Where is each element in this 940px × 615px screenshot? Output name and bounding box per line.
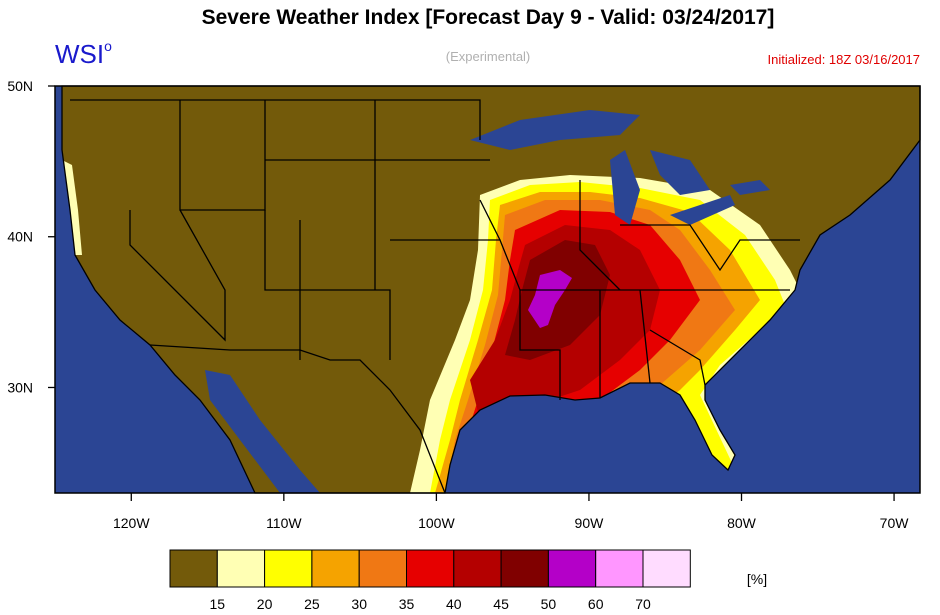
subtitle: (Experimental): [446, 49, 531, 64]
x-tick-label: 70W: [880, 515, 910, 531]
y-tick-label: 30N: [7, 379, 33, 395]
y-tick-label: 40N: [7, 229, 33, 245]
x-tick-label: 80W: [727, 515, 757, 531]
state-line: [579, 180, 621, 291]
colorbar-swatch: [595, 549, 644, 588]
x-tick-label: 110W: [266, 515, 302, 531]
colorbar-swatch: [547, 549, 597, 588]
colorbar-swatch: [358, 549, 408, 588]
lake-huron: [650, 150, 710, 195]
x-tick-label: 90W: [575, 515, 605, 531]
colorbar-swatch: [216, 549, 266, 588]
state-line: [129, 209, 226, 342]
colorbar-swatch: [406, 549, 455, 588]
x-tick-label: 120W: [113, 515, 150, 531]
state-line: [264, 210, 391, 360]
y-tick-label: 50N: [7, 78, 33, 94]
colorbar-label: 20: [257, 596, 273, 612]
colorbar-label: 30: [351, 596, 367, 612]
colorbar-label: 15: [210, 596, 226, 612]
state-line: [179, 100, 266, 211]
gulf-of-california: [205, 370, 320, 493]
colorbar-unit: [%]: [747, 571, 767, 587]
colorbar-label: 70: [635, 596, 651, 612]
colorbar-label: 40: [446, 596, 462, 612]
state-line: [649, 329, 706, 386]
logo: WSIo: [55, 38, 112, 69]
colorbar-label: 35: [399, 596, 415, 612]
lake-erie: [670, 195, 735, 225]
title: Severe Weather Index [Forecast Day 9 - V…: [202, 6, 775, 29]
logo-text: WSI: [55, 39, 104, 69]
x-tick-label: 100W: [418, 515, 455, 531]
colorbar-label: 25: [304, 596, 320, 612]
contour-50: [528, 270, 572, 328]
colorbar-label: 60: [588, 596, 604, 612]
colorbar-label: 45: [493, 596, 509, 612]
borders: [61, 85, 921, 494]
colorbar-swatch: [500, 549, 549, 588]
state-line: [639, 289, 651, 384]
map-frame: [54, 85, 921, 494]
state-line: [479, 199, 501, 241]
water-bodies: [205, 110, 770, 493]
state-line: [620, 224, 800, 272]
colorbar-swatch: [311, 549, 360, 588]
lake-superior: [470, 110, 640, 150]
lake-michigan: [610, 150, 640, 225]
colorbar-swatch: [642, 549, 691, 588]
colorbar-swatch: [264, 549, 313, 588]
lake-ontario: [730, 180, 770, 195]
canada-border: [70, 99, 481, 140]
mexico-border: [149, 344, 446, 494]
colorbar-label: 50: [541, 596, 557, 612]
colorbar-swatch: [453, 549, 502, 588]
initialized: Initialized: 18Z 03/16/2017: [768, 52, 921, 67]
state-line: [519, 290, 561, 400]
colorbar-swatch: [169, 549, 218, 588]
logo-superscript: o: [104, 38, 112, 54]
